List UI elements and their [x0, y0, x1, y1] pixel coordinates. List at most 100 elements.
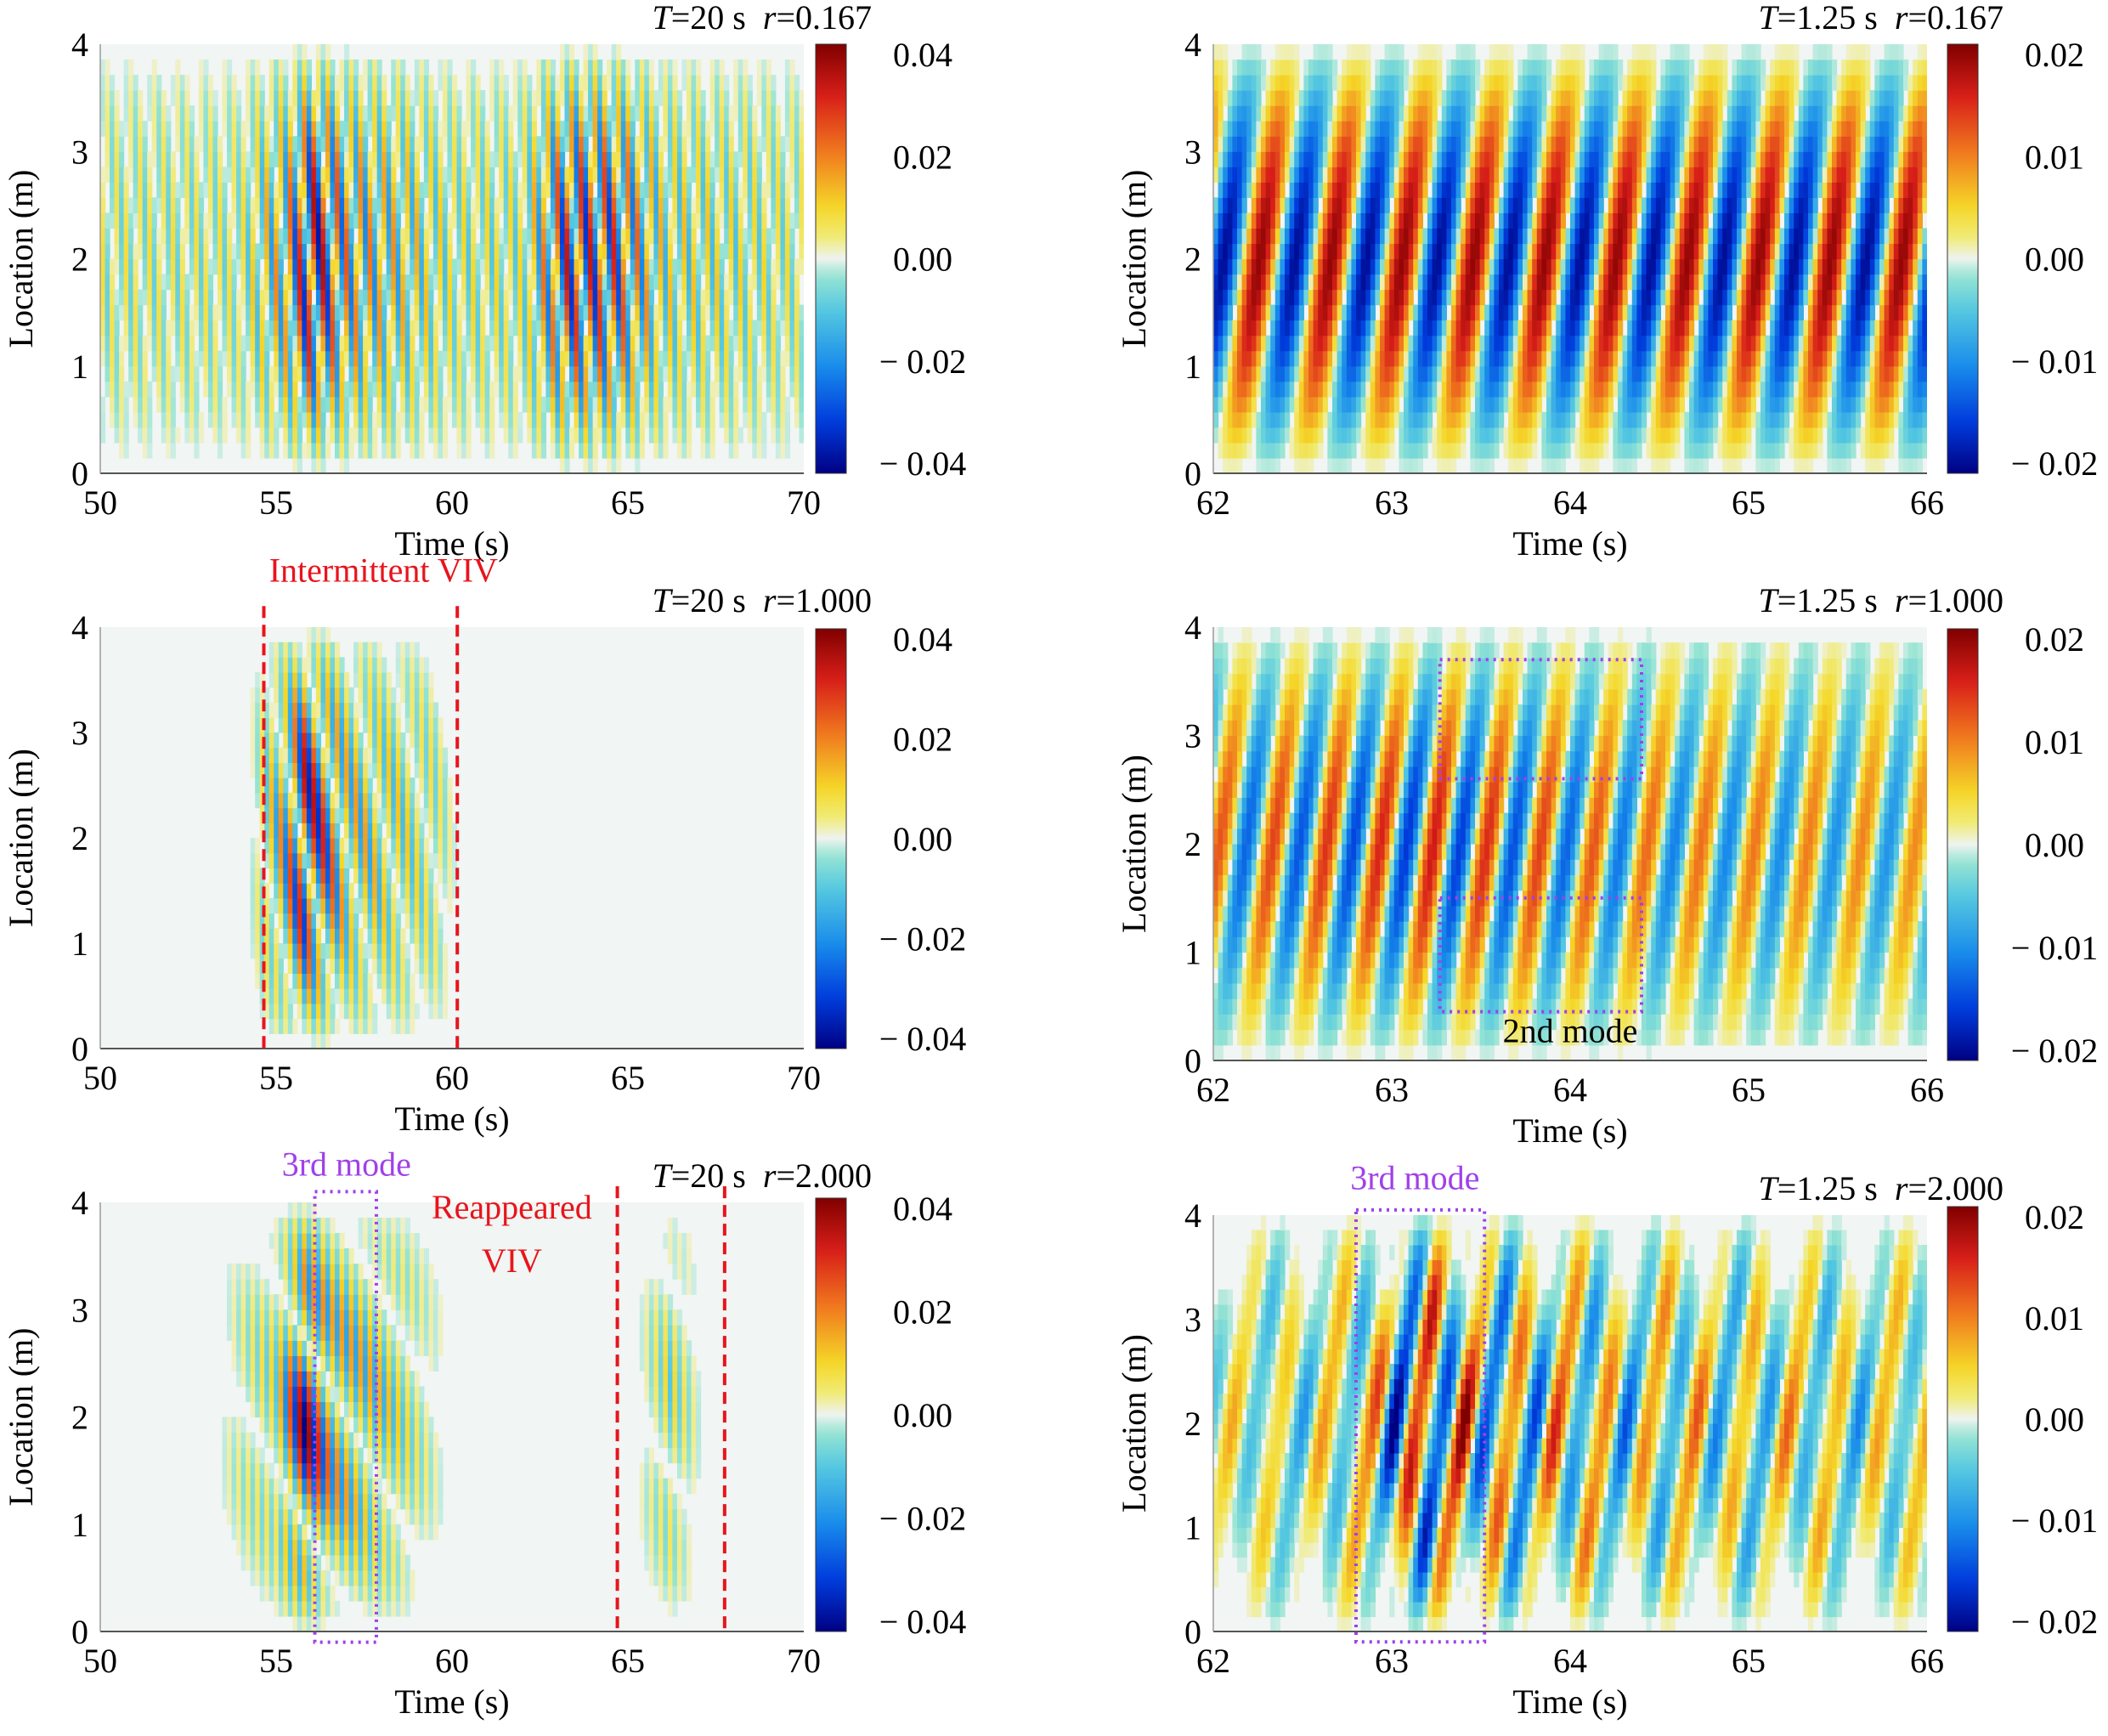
heatmap-cell: [1232, 75, 1238, 91]
heatmap-cell: [545, 258, 551, 275]
heatmap-cell: [1308, 59, 1314, 76]
heatmap-cell: [1303, 228, 1309, 245]
heatmap-cell: [1446, 182, 1452, 198]
heatmap-cell: [1313, 182, 1319, 198]
heatmap-cell: [348, 182, 354, 198]
heatmap-cell: [672, 151, 678, 167]
heatmap-cell: [142, 151, 148, 167]
heatmap-cell: [1251, 136, 1257, 152]
heatmap-cell: [410, 350, 415, 367]
heatmap-cell: [484, 136, 490, 152]
heatmap-cell: [404, 335, 410, 352]
heatmap-cell: [1370, 182, 1376, 198]
heatmap-cell: [1303, 274, 1309, 291]
heatmap-cell: [1303, 396, 1309, 413]
heatmap-cell: [179, 105, 185, 122]
heatmap-cell: [292, 182, 298, 198]
heatmap-cell: [330, 381, 336, 398]
heatmap-cell: [715, 319, 721, 336]
heatmap-cell: [452, 335, 458, 352]
heatmap-cell: [358, 319, 364, 336]
heatmap-cell: [536, 182, 542, 198]
heatmap-cell: [236, 319, 242, 336]
heatmap-cell: [194, 167, 200, 183]
heatmap-cell: [756, 274, 762, 291]
heatmap-cell: [1218, 44, 1224, 60]
heatmap-cell: [175, 75, 181, 91]
heatmap-cell: [1470, 182, 1476, 198]
heatmap-cell: [414, 274, 420, 291]
heatmap-cell: [250, 75, 256, 91]
heatmap-cell: [320, 59, 326, 76]
heatmap-cell: [799, 381, 804, 398]
heatmap-cell: [110, 182, 116, 198]
heatmap-cell: [227, 335, 233, 352]
heatmap-cell: [466, 75, 472, 91]
heatmap-cell: [747, 121, 753, 137]
heatmap-cell: [1251, 243, 1257, 260]
heatmap-cell: [799, 197, 804, 213]
heatmap-cell: [395, 59, 401, 76]
heatmap-cell: [1313, 319, 1319, 336]
heatmap-cell: [1274, 243, 1280, 260]
heatmap-cell: [583, 121, 589, 137]
heatmap-cell: [1213, 167, 1219, 183]
heatmap-cell: [367, 90, 373, 106]
heatmap-cell: [517, 289, 523, 306]
heatmap-cell: [246, 75, 251, 91]
heatmap-cell: [756, 167, 762, 183]
heatmap-cell: [789, 105, 795, 122]
heatmap-cell: [517, 304, 523, 321]
heatmap-cell: [1465, 212, 1471, 229]
heatmap-cell: [133, 243, 138, 260]
heatmap-cell: [218, 212, 223, 229]
heatmap-cell: [1265, 427, 1271, 444]
heatmap-cell: [635, 258, 641, 275]
heatmap-cell: [676, 136, 683, 152]
heatmap-cell: [733, 243, 739, 260]
heatmap-cell: [138, 167, 144, 183]
heatmap-cell: [709, 228, 715, 245]
heatmap-cell: [531, 182, 537, 198]
heatmap-cell: [1441, 335, 1447, 352]
heatmap-cell: [1475, 243, 1481, 260]
heatmap-cell: [1404, 335, 1410, 352]
heatmap-cell: [278, 411, 284, 428]
heatmap-cell: [1479, 243, 1485, 260]
heatmap-cell: [278, 167, 284, 183]
heatmap-cell: [391, 243, 397, 260]
heatmap-cell: [1280, 319, 1286, 336]
heatmap-cell: [1437, 411, 1443, 428]
heatmap-cell: [376, 121, 382, 137]
heatmap-cell: [358, 350, 364, 367]
heatmap-cell: [1432, 136, 1438, 152]
heatmap-cell: [1308, 457, 1314, 473]
heatmap-cell: [1461, 59, 1467, 76]
heatmap-cell: [367, 121, 373, 137]
heatmap-cell: [151, 274, 157, 291]
heatmap-cell: [147, 411, 153, 428]
heatmap-cell: [166, 427, 172, 444]
heatmap-cell: [395, 228, 401, 245]
heatmap-cell: [274, 350, 280, 367]
heatmap-cell: [306, 381, 312, 398]
heatmap-cell: [672, 335, 678, 352]
heatmap-cell: [1455, 90, 1461, 106]
heatmap-cell: [1223, 243, 1229, 260]
heatmap-cell: [189, 411, 195, 428]
heatmap-cell: [1274, 90, 1280, 106]
heatmap-cell: [335, 182, 341, 198]
heatmap-cell: [367, 228, 373, 245]
heatmap-cell: [1232, 167, 1238, 183]
heatmap-cell: [480, 90, 486, 106]
heatmap-cell: [1218, 350, 1224, 367]
heatmap-cell: [428, 136, 434, 152]
heatmap-cell: [625, 427, 631, 444]
heatmap-cell: [292, 75, 298, 91]
heatmap-cell: [1356, 228, 1362, 245]
heatmap-cell: [274, 411, 280, 428]
heatmap-cell: [761, 335, 767, 352]
heatmap-cell: [545, 182, 551, 198]
heatmap-cell: [1342, 258, 1348, 275]
heatmap-cell: [620, 105, 626, 122]
